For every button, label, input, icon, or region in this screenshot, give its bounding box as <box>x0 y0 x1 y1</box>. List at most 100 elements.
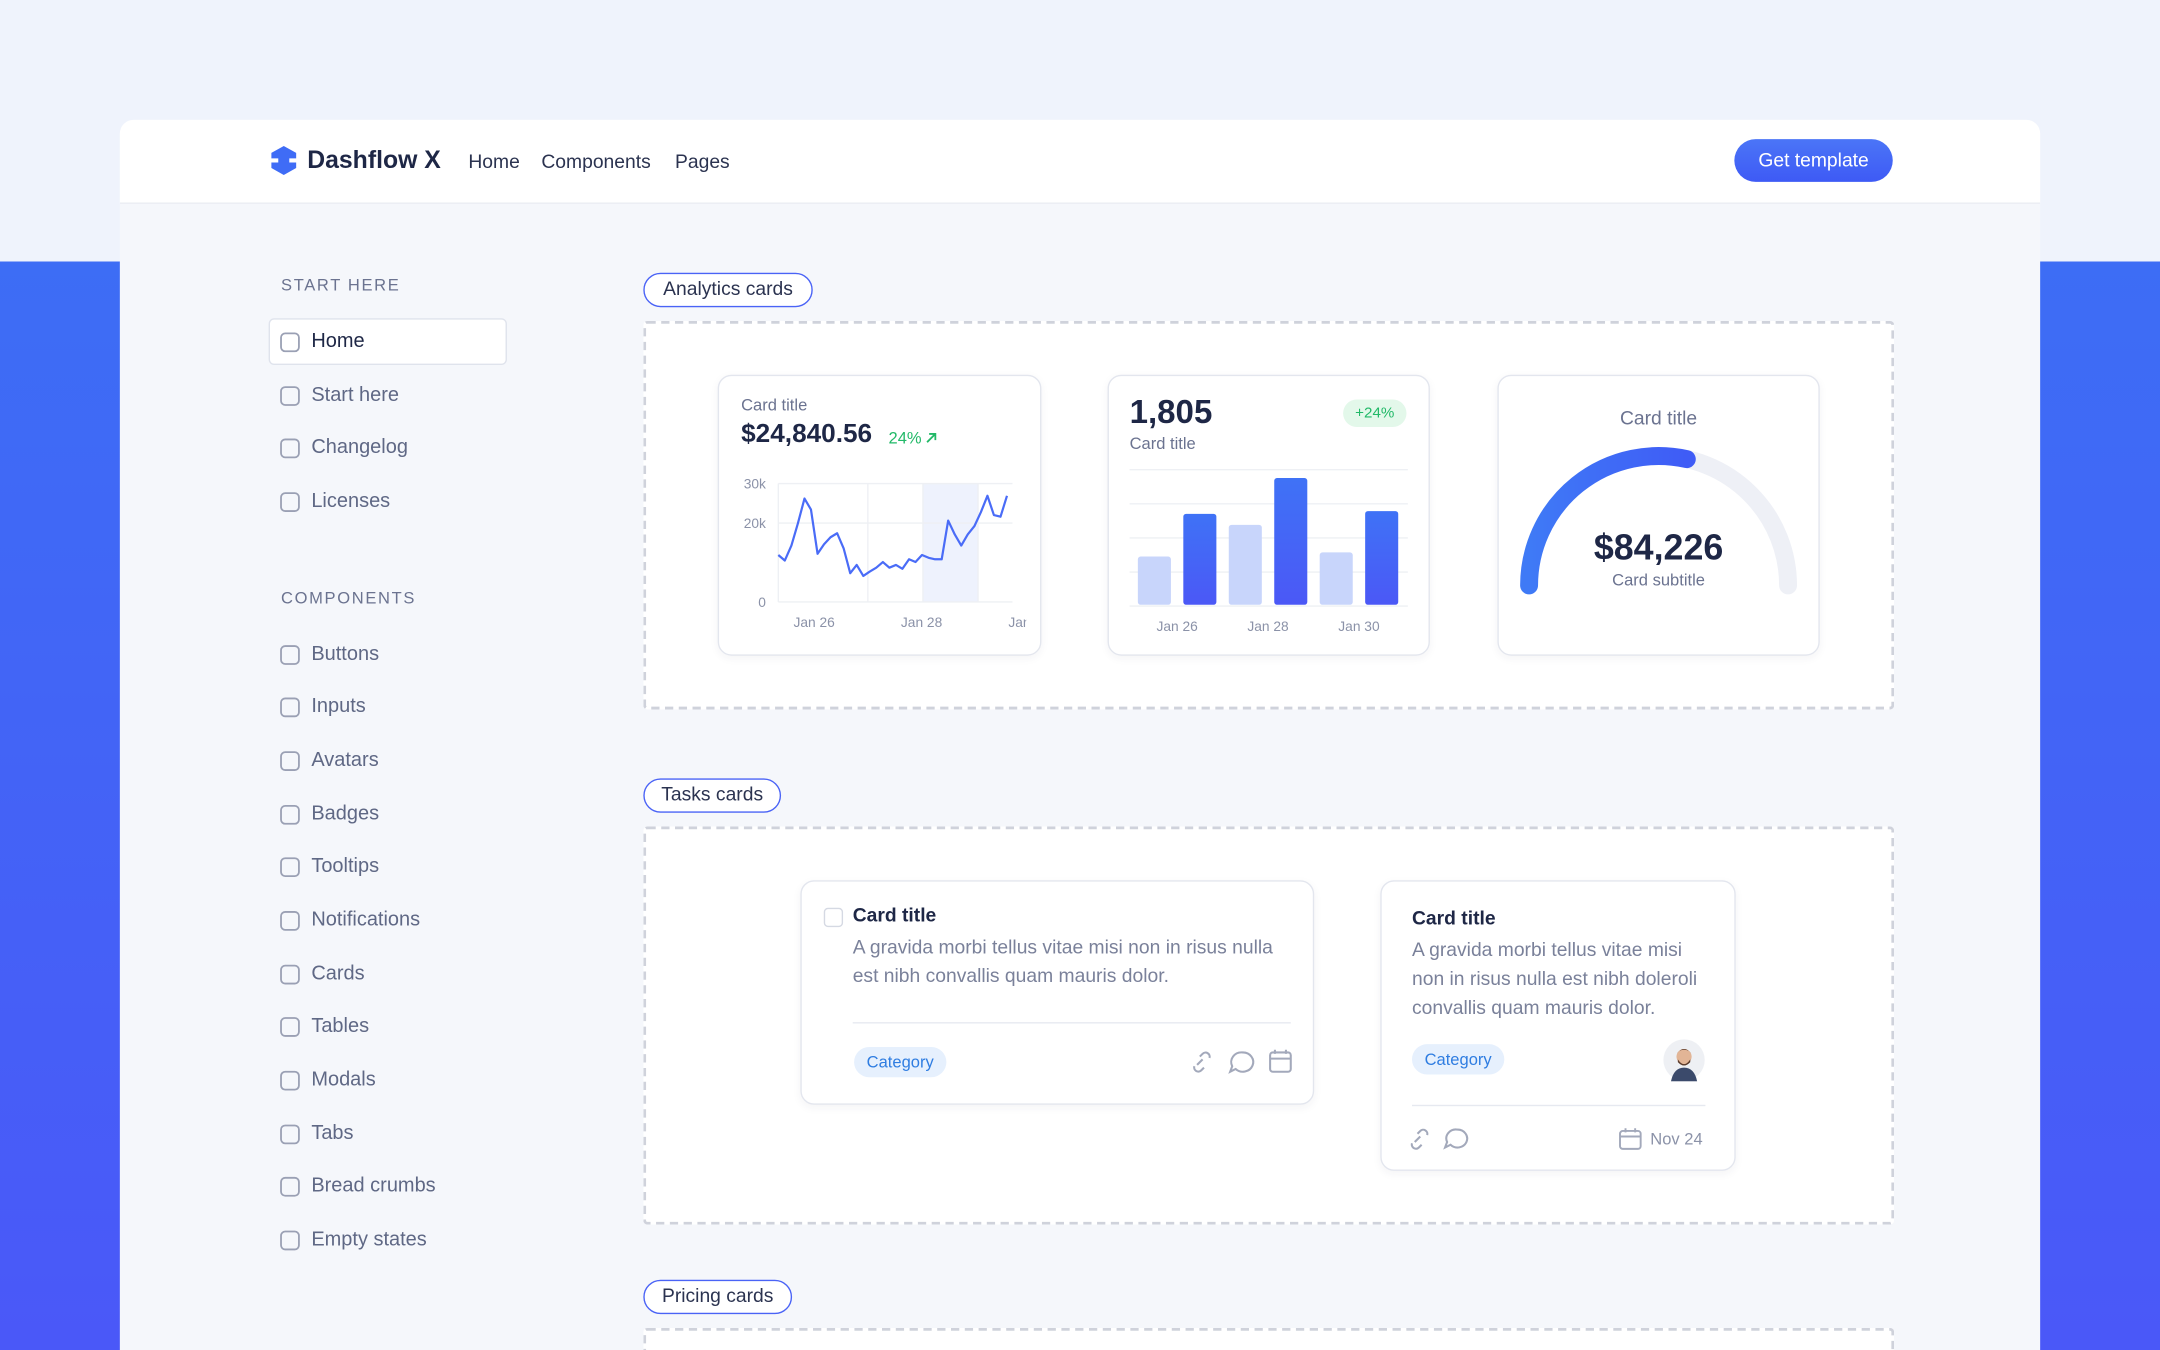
task-date: Nov 24 <box>1650 1129 1703 1149</box>
task-icons <box>1410 1128 1469 1150</box>
icon-group <box>1193 1049 1292 1074</box>
cta-button[interactable]: Get template <box>1734 139 1893 182</box>
checkbox[interactable] <box>823 907 844 928</box>
section-label: Analytics cards <box>643 272 813 308</box>
section-label: Pricing cards <box>643 1279 793 1315</box>
nav-icon <box>280 964 300 984</box>
link-icon[interactable] <box>1193 1051 1211 1073</box>
sidebar-item[interactable]: Badges <box>311 802 380 825</box>
calendar-icon[interactable] <box>1269 1051 1292 1073</box>
icon-shape <box>280 437 300 458</box>
icon-shape <box>280 857 300 878</box>
task-title: Card title <box>852 903 937 926</box>
nav-link[interactable]: Pages <box>675 150 730 173</box>
task-title: Card title <box>1411 906 1496 929</box>
card-title: Card title <box>741 395 808 415</box>
icon-shape <box>280 331 300 352</box>
icon-shape <box>280 751 300 771</box>
icon-shape <box>280 804 300 824</box>
icon-shape <box>280 1123 300 1144</box>
section-label: Tasks cards <box>643 778 782 813</box>
up-arrow <box>926 433 937 443</box>
calendar-lines <box>1619 1128 1641 1138</box>
top-bar <box>119 119 2041 204</box>
sidebar-item[interactable]: Cards <box>311 962 365 985</box>
icon-shape <box>280 697 300 718</box>
nav-icon <box>280 644 300 665</box>
card-subtitle: Card subtitle <box>1612 570 1705 590</box>
sidebar-item[interactable]: Avatars <box>311 749 379 772</box>
calendar-icon <box>1619 1128 1642 1150</box>
card-title: Card title <box>1619 406 1698 429</box>
sidebar-item[interactable]: Empty states <box>311 1228 427 1251</box>
sidebar-item[interactable]: Notifications <box>311 908 421 932</box>
sidebar-heading: START HERE <box>281 275 401 295</box>
icon-shape <box>280 1230 300 1251</box>
nav-icon <box>280 491 300 512</box>
avatar-face <box>1676 1049 1692 1065</box>
card-value: 1,805 <box>1129 393 1213 432</box>
avatar <box>1663 1039 1705 1082</box>
sidebar-item[interactable]: Licenses <box>311 489 391 512</box>
arrow-shape <box>926 433 937 443</box>
icon-shape <box>280 385 300 406</box>
nav-icon <box>280 697 300 718</box>
sidebar-item[interactable]: Bread crumbs <box>311 1175 436 1198</box>
category-badge[interactable]: Category <box>1411 1044 1505 1075</box>
nav-icon <box>280 1230 300 1251</box>
nav-icon <box>280 751 300 771</box>
brand[interactable]: Dashflow X <box>307 146 441 174</box>
card-title: Card title <box>1129 433 1196 454</box>
logo-shape <box>271 146 297 175</box>
logo-icon <box>271 146 297 175</box>
icon-shape <box>280 1017 300 1038</box>
card-value: $84,226 <box>1593 526 1724 568</box>
card-value: $24,840.56 <box>741 420 873 450</box>
sidebar-item[interactable]: Changelog <box>311 435 408 459</box>
card-change: 24% <box>888 428 922 448</box>
sidebar-item[interactable]: Tabs <box>311 1122 354 1145</box>
task-description: A gravida morbi tellus vitae misi non in… <box>852 935 1273 987</box>
nav-icon <box>280 857 300 878</box>
nav-icon <box>280 910 300 931</box>
nav-icon <box>280 1177 300 1197</box>
icon-shape <box>280 644 300 665</box>
task-description: A gravida morbi tellus vitae misi non in… <box>1411 938 1698 1019</box>
nav-icon <box>280 437 300 458</box>
category-badge[interactable]: Category <box>854 1046 947 1078</box>
nav-link[interactable]: Components <box>541 150 651 173</box>
icon-shape <box>280 1070 300 1091</box>
link-icon[interactable] <box>1410 1128 1429 1150</box>
sidebar-item[interactable]: Home <box>311 329 365 352</box>
sidebar-item[interactable]: Inputs <box>311 695 366 718</box>
nav-icon <box>280 804 300 824</box>
avatar-body <box>1670 1067 1698 1082</box>
sidebar-heading: COMPONENTS <box>281 588 417 608</box>
active-item-bg <box>268 318 507 366</box>
nav-icon <box>280 385 300 406</box>
icon-shape <box>280 910 300 931</box>
nav-icon <box>280 1070 300 1091</box>
change-badge: +24% <box>1343 399 1407 428</box>
sidebar-item[interactable]: Tooltips <box>311 855 380 878</box>
icon-shape <box>280 1177 300 1197</box>
nav-icon <box>280 1017 300 1038</box>
sidebar-item[interactable]: Tables <box>311 1015 370 1038</box>
icon-group <box>1410 1128 1469 1150</box>
nav-icon <box>280 331 300 352</box>
nav-icon <box>280 1123 300 1144</box>
comment-icon[interactable] <box>1443 1128 1469 1150</box>
task-icons <box>1193 1049 1292 1074</box>
comment-icon[interactable] <box>1228 1051 1255 1074</box>
sidebar-item[interactable]: Modals <box>311 1068 376 1091</box>
icon-group <box>1619 1128 1642 1150</box>
sidebar: START HERE Home Start here Changelog License… <box>0 0 507 1251</box>
calendar-lines <box>1270 1049 1291 1060</box>
sidebar-item[interactable]: Start here <box>311 383 400 406</box>
sidebar-item[interactable]: Buttons <box>311 642 380 665</box>
line-card <box>717 374 1042 656</box>
nav-link[interactable]: Home <box>468 150 520 173</box>
